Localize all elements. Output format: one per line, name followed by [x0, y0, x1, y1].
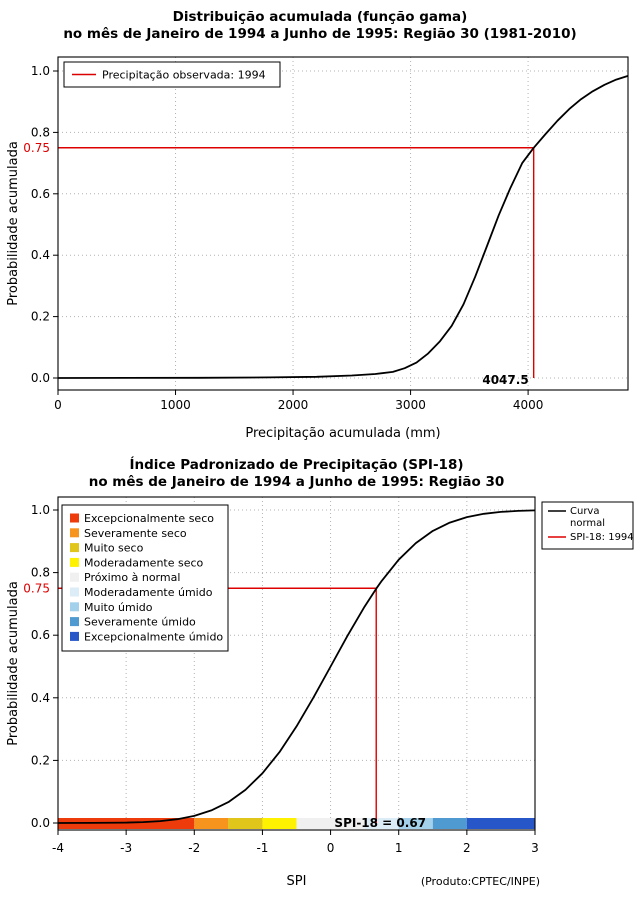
svg-text:Severamente úmido: Severamente úmido: [84, 616, 196, 629]
svg-text:1.0: 1.0: [31, 64, 50, 78]
svg-text:normal: normal: [570, 518, 605, 529]
svg-text:4000: 4000: [513, 398, 544, 412]
svg-text:0.2: 0.2: [31, 753, 50, 767]
svg-text:0.0: 0.0: [31, 371, 50, 385]
gamma-plot-border: [57, 56, 629, 391]
svg-text:Excepcionalmente seco: Excepcionalmente seco: [84, 512, 214, 525]
svg-text:0.6: 0.6: [31, 187, 50, 201]
svg-text:0.0: 0.0: [31, 816, 50, 830]
spi-chart-subtitle: no mês de Janeiro de 1994 a Junho de 199…: [88, 474, 505, 490]
svg-text:0.8: 0.8: [31, 125, 50, 139]
svg-text:1: 1: [395, 841, 403, 855]
legend-swatch-icon: [70, 513, 79, 523]
svg-text:Excepcionalmente úmido: Excepcionalmente úmido: [84, 630, 223, 643]
legend-swatch-icon: [70, 631, 79, 641]
svg-text:3: 3: [531, 841, 539, 855]
svg-text:-4: -4: [52, 841, 64, 855]
svg-text:0.4: 0.4: [31, 691, 50, 705]
svg-text:0.2: 0.2: [31, 310, 50, 324]
svg-text:2000: 2000: [278, 398, 309, 412]
gamma-chart-subtitle: no mês de Janeiro de 1994 a Junho de 199…: [63, 26, 577, 42]
gamma-tick-labels: 0 1000 2000 3000 4000 0.0 0.2 0.4 0.6 0.8 1.0: [31, 64, 543, 412]
svg-text:Precipitação observada: 1994: Precipitação observada: 1994: [102, 69, 266, 82]
svg-text:0: 0: [54, 398, 62, 412]
legend-swatch-icon: [70, 572, 79, 582]
legend-swatch-icon: [70, 557, 79, 567]
spi-chart-title: Índice Padronizado de Precipitação (SPI-…: [129, 457, 464, 473]
svg-text:Próximo à normal: Próximo à normal: [84, 571, 180, 584]
svg-text:1.0: 1.0: [31, 503, 50, 517]
legend-swatch-icon: [70, 587, 79, 597]
spi-xlabel: SPI: [287, 874, 307, 889]
legend-swatch-icon: [70, 602, 79, 612]
legend-swatch-icon: [70, 617, 79, 627]
spi-axis-ticks: [53, 509, 536, 835]
svg-text:-2: -2: [188, 841, 200, 855]
gamma-legend: Precipitação observada: 1994: [63, 61, 281, 88]
spi-cdf-chart: SPI-18 = 0.67 -4 -3 -2 -1 0 1 2 3 0.0 0.2 0.4 0.6 0.8…: [6, 496, 634, 889]
svg-text:Severamente seco: Severamente seco: [84, 527, 187, 540]
svg-text:Curva: Curva: [570, 506, 599, 517]
svg-text:SPI-18: 1994: SPI-18: 1994: [570, 532, 634, 543]
svg-text:Muito seco: Muito seco: [84, 542, 144, 555]
spi-reference-value-label: SPI-18 = 0.67: [334, 816, 426, 830]
svg-text:0: 0: [327, 841, 335, 855]
svg-text:0.4: 0.4: [31, 248, 50, 262]
spi-ylabel: Probabilidade acumulada: [6, 581, 21, 746]
gamma-reference-lines: [58, 147, 535, 378]
svg-text:0.6: 0.6: [31, 628, 50, 642]
gamma-chart-title: Distribuição acumulada (função gama): [172, 9, 468, 25]
legend-swatch-icon: [70, 543, 79, 553]
svg-text:Moderadamente seco: Moderadamente seco: [84, 556, 204, 569]
spi-reference-prob-label: 0.75: [23, 581, 50, 595]
spi-tick-labels: -4 -3 -2 -1 0 1 2 3 0.0 0.2 0.4 0.6 0.8 1.0: [31, 503, 539, 855]
gamma-cdf-chart: 4047.5 0 1000 2000 3000 4000 0.0 0.2 0.4 0.6 0.8 1.…: [6, 56, 629, 441]
gamma-axis-ticks: [53, 70, 529, 395]
spi-category-bar: [58, 818, 535, 829]
gamma-reference-value-label: 4047.5: [482, 373, 528, 387]
svg-text:-1: -1: [256, 841, 268, 855]
spi-categories-legend: Excepcionalmente seco Severamente seco Mui…: [61, 504, 229, 652]
gamma-cdf-panel: Distribuição acumulada (função gama) no …: [6, 9, 629, 441]
gamma-ylabel: Probabilidade acumulada: [6, 141, 21, 306]
gamma-xlabel: Precipitação acumulada (mm): [245, 426, 440, 441]
svg-text:Muito úmido: Muito úmido: [84, 601, 153, 614]
gamma-grid: [57, 57, 628, 390]
gamma-reference-prob-label: 0.75: [23, 141, 50, 155]
legend-swatch-icon: [70, 528, 79, 538]
svg-text:-3: -3: [120, 841, 132, 855]
spi-plot-border: [57, 496, 536, 831]
svg-text:1000: 1000: [160, 398, 191, 412]
product-credit: (Produto:CPTEC/INPE): [421, 875, 540, 888]
svg-text:2: 2: [463, 841, 471, 855]
svg-text:Moderadamente úmido: Moderadamente úmido: [84, 586, 213, 599]
spi-cdf-curve: [57, 509, 536, 824]
gamma-cdf-curve: [57, 75, 629, 379]
svg-text:0.8: 0.8: [31, 566, 50, 580]
svg-text:3000: 3000: [395, 398, 426, 412]
spi-cdf-panel: Índice Padronizado de Precipitação (SPI-…: [0, 450, 640, 900]
